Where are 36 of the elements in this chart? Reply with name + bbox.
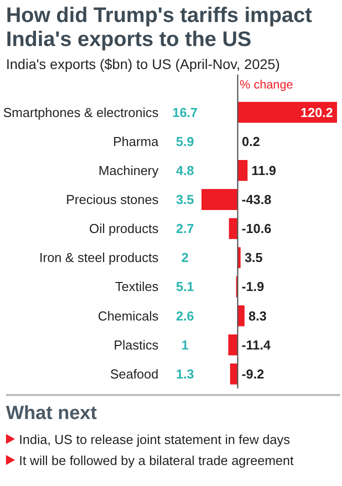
text: 2.6 [176,308,194,324]
data-label: -43.8 [242,192,272,208]
text: What next [6,402,98,426]
data-label: 3.5 [244,250,263,266]
y-tick-label: Iron & steel products [39,250,159,266]
data-label: 0.2 [242,134,260,150]
text: India, US to release joint statement in few days [18,430,291,449]
data-label: 11.9 [252,163,276,178]
data-label: -1.9 [242,280,264,295]
text: 2 [181,250,189,266]
text: 5.1 [176,280,194,295]
series-label: % change [240,78,294,92]
text: 1 [181,338,189,353]
chart-subtitle: India's exports ($bn) to US (April-Nov, 2025) [6,55,281,74]
y-tick-label: Smartphones & electronics [3,105,159,120]
text: It will be followed by a bilateral trade agreement [18,452,295,470]
data-label: -9.2 [242,366,264,382]
text: 3.5 [176,192,194,208]
text: 1.3 [176,366,194,382]
y-tick-label: Machinery [98,163,159,178]
y-tick-label: Chemicals [98,308,159,324]
y-tick-label: Oil products [89,222,159,237]
data-label: -11.4 [242,338,272,353]
text: 5.9 [176,134,194,150]
y-tick-label: Pharma [112,134,160,150]
y-tick-label: Textiles [115,280,159,295]
data-label: 120.2 [300,105,334,120]
data-label: 8.3 [248,308,267,324]
text: 4.8 [176,163,194,178]
y-tick-label: Seafood [110,366,159,382]
chart-title: How did Trump's tariffs impact India's exports to the US [6,4,314,52]
text: 16.7 [172,105,198,120]
data-label: -10.6 [242,222,272,237]
text: 2.7 [176,222,194,237]
y-tick-label: Plastics [114,338,159,353]
y-tick-label: Precious stones [66,192,159,208]
